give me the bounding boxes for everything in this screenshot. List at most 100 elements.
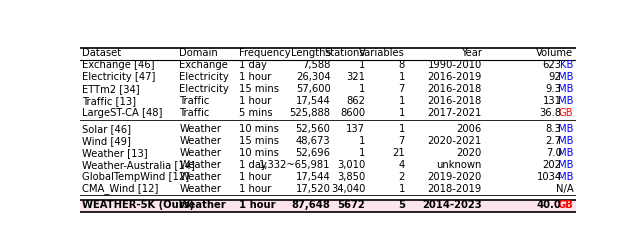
Text: 131: 131 xyxy=(543,96,562,106)
Text: Electricity: Electricity xyxy=(179,84,229,94)
Text: 2020-2021: 2020-2021 xyxy=(428,136,482,146)
Text: 2.7: 2.7 xyxy=(546,136,562,146)
Text: Exchange [46]: Exchange [46] xyxy=(83,60,155,70)
Text: 36.8: 36.8 xyxy=(540,108,562,118)
Text: 623: 623 xyxy=(543,60,562,70)
Text: 2020: 2020 xyxy=(456,148,482,158)
Text: 2017-2021: 2017-2021 xyxy=(428,108,482,118)
Text: KB: KB xyxy=(560,60,573,70)
Text: Traffic [13]: Traffic [13] xyxy=(83,96,136,106)
Text: 1 hour: 1 hour xyxy=(239,172,271,182)
Text: 17,544: 17,544 xyxy=(296,96,330,106)
Text: Stations: Stations xyxy=(324,49,365,59)
Text: 137: 137 xyxy=(346,124,365,134)
Text: Weather: Weather xyxy=(179,124,221,134)
Text: Weather: Weather xyxy=(179,136,221,146)
Text: 57,600: 57,600 xyxy=(296,84,330,94)
Text: 862: 862 xyxy=(346,96,365,106)
Text: 3,850: 3,850 xyxy=(337,172,365,182)
Text: 7: 7 xyxy=(399,84,405,94)
Text: Solar [46]: Solar [46] xyxy=(83,124,131,134)
Text: 2016-2018: 2016-2018 xyxy=(428,84,482,94)
Text: MB: MB xyxy=(558,96,573,106)
Bar xyxy=(80,200,576,212)
Text: 40.0: 40.0 xyxy=(537,200,562,210)
Text: MB: MB xyxy=(558,160,573,170)
Text: 2019-2020: 2019-2020 xyxy=(428,172,482,182)
Text: 92: 92 xyxy=(549,72,562,82)
Text: 1990-2010: 1990-2010 xyxy=(428,60,482,70)
Text: 1 hour: 1 hour xyxy=(239,96,271,106)
Text: Frequency: Frequency xyxy=(239,49,291,59)
Text: GB: GB xyxy=(559,108,573,118)
Text: 21: 21 xyxy=(392,148,405,158)
Text: 17,544: 17,544 xyxy=(296,172,330,182)
Text: 1: 1 xyxy=(399,184,405,194)
Text: 1: 1 xyxy=(399,96,405,106)
Text: 2016-2018: 2016-2018 xyxy=(428,96,482,106)
Text: MB: MB xyxy=(558,148,573,158)
Text: Weather: Weather xyxy=(179,200,227,210)
Text: 2: 2 xyxy=(399,172,405,182)
Text: 9.3: 9.3 xyxy=(546,84,562,94)
Text: 1: 1 xyxy=(399,72,405,82)
Text: 1: 1 xyxy=(399,124,405,134)
Text: MB: MB xyxy=(558,124,573,134)
Text: 15 mins: 15 mins xyxy=(239,136,279,146)
Text: 5672: 5672 xyxy=(337,200,365,210)
Text: N/A: N/A xyxy=(556,184,573,194)
Text: 4: 4 xyxy=(399,160,405,170)
Text: Weather [13]: Weather [13] xyxy=(83,148,148,158)
Text: Weather: Weather xyxy=(179,172,221,182)
Text: 52,560: 52,560 xyxy=(296,124,330,134)
Text: 10 mins: 10 mins xyxy=(239,148,278,158)
Text: Lengths: Lengths xyxy=(291,49,330,59)
Text: 525,888: 525,888 xyxy=(289,108,330,118)
Text: 1: 1 xyxy=(359,60,365,70)
Text: Electricity [47]: Electricity [47] xyxy=(83,72,156,82)
Text: 15 mins: 15 mins xyxy=(239,84,279,94)
Text: 52,696: 52,696 xyxy=(296,148,330,158)
Text: 2016-2019: 2016-2019 xyxy=(428,72,482,82)
Text: 87,648: 87,648 xyxy=(292,200,330,210)
Text: 7: 7 xyxy=(399,136,405,146)
Text: unknown: unknown xyxy=(436,160,482,170)
Text: Domain: Domain xyxy=(179,49,218,59)
Text: Year: Year xyxy=(461,49,482,59)
Text: 8600: 8600 xyxy=(340,108,365,118)
Text: 2006: 2006 xyxy=(456,124,482,134)
Text: 8: 8 xyxy=(399,60,405,70)
Text: Wind [49]: Wind [49] xyxy=(83,136,131,146)
Text: 5: 5 xyxy=(398,200,405,210)
Text: 26,304: 26,304 xyxy=(296,72,330,82)
Text: 10 mins: 10 mins xyxy=(239,124,278,134)
Text: 1 hour: 1 hour xyxy=(239,184,271,194)
Text: GB: GB xyxy=(558,200,573,210)
Text: Volume: Volume xyxy=(536,49,573,59)
Text: Weather: Weather xyxy=(179,184,221,194)
Text: WEATHER-5K (Ours): WEATHER-5K (Ours) xyxy=(83,200,195,210)
Text: MB: MB xyxy=(558,136,573,146)
Text: Electricity: Electricity xyxy=(179,72,229,82)
Text: 321: 321 xyxy=(346,72,365,82)
Text: 1: 1 xyxy=(359,148,365,158)
Text: Dataset: Dataset xyxy=(83,49,122,59)
Text: 1034: 1034 xyxy=(536,172,562,182)
Text: LargeST-CA [48]: LargeST-CA [48] xyxy=(83,108,163,118)
Text: 1,332~65,981: 1,332~65,981 xyxy=(259,160,330,170)
Text: 3,010: 3,010 xyxy=(337,160,365,170)
Text: 17,520: 17,520 xyxy=(296,184,330,194)
Text: 1 hour: 1 hour xyxy=(239,72,271,82)
Text: Traffic: Traffic xyxy=(179,96,209,106)
Text: 1: 1 xyxy=(359,84,365,94)
Text: ETTm2 [34]: ETTm2 [34] xyxy=(83,84,140,94)
Text: Traffic: Traffic xyxy=(179,108,209,118)
Text: Weather-Australia [14]: Weather-Australia [14] xyxy=(83,160,195,170)
Text: 1 hour: 1 hour xyxy=(239,200,275,210)
Text: Weather: Weather xyxy=(179,148,221,158)
Text: CMA_Wind [12]: CMA_Wind [12] xyxy=(83,183,159,194)
Text: Weather: Weather xyxy=(179,160,221,170)
Text: 1 day: 1 day xyxy=(239,160,267,170)
Text: MB: MB xyxy=(558,84,573,94)
Text: 2014-2023: 2014-2023 xyxy=(422,200,482,210)
